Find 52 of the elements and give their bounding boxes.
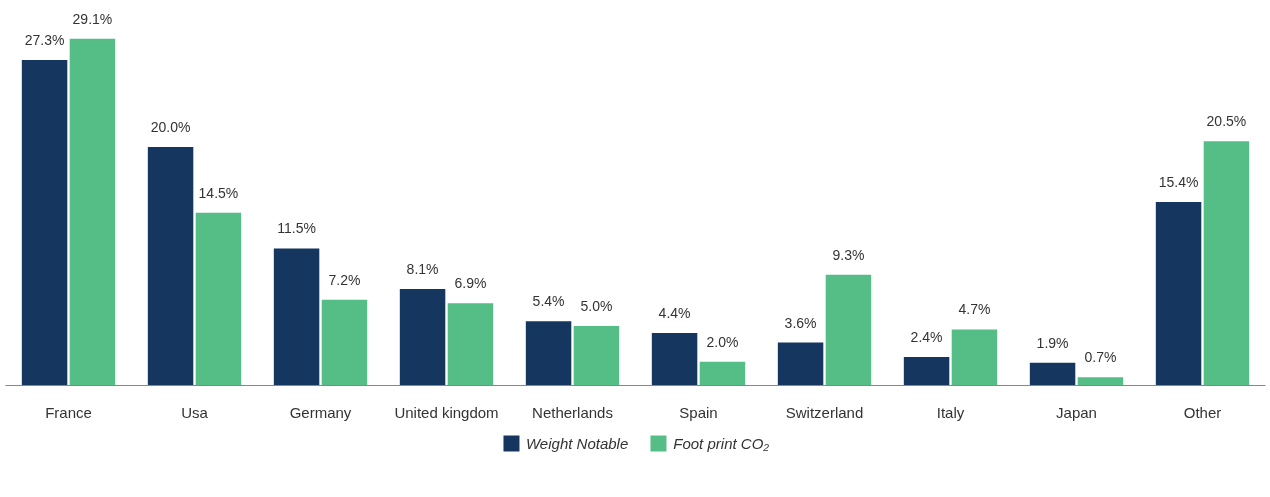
bar [447, 303, 494, 386]
data-label: 5.4% [532, 293, 565, 310]
bar [147, 147, 194, 386]
data-label: 27.3% [24, 32, 65, 49]
data-label: 3.6% [784, 314, 817, 331]
data-label: 0.7% [1084, 349, 1117, 366]
bar [273, 248, 320, 386]
bar [321, 299, 368, 386]
x-tick-label: United kingdom [394, 403, 499, 421]
bar [699, 361, 746, 386]
bar [399, 288, 446, 386]
x-tick-label: Switzerland [785, 403, 864, 421]
bar [951, 329, 998, 386]
data-label: 1.9% [1036, 334, 1069, 351]
data-label: 20.5% [1206, 113, 1247, 130]
x-tick-label: France [45, 403, 92, 421]
bar [825, 274, 872, 386]
data-label: 5.0% [580, 297, 613, 314]
bar [651, 333, 698, 386]
data-label: 6.9% [454, 275, 487, 292]
bar [573, 325, 620, 386]
x-tick-label: Other [1183, 403, 1222, 421]
data-label: 4.4% [658, 305, 691, 322]
data-label: 2.4% [910, 328, 943, 345]
x-tick-label: Japan [1056, 403, 1097, 421]
bar [1029, 362, 1076, 386]
data-label: 8.1% [406, 260, 439, 277]
x-tick-label: Germany [289, 403, 352, 421]
data-label: 14.5% [198, 184, 239, 201]
legend-label: Weight Notable [525, 434, 629, 452]
data-label: 29.1% [72, 10, 113, 27]
bar [69, 38, 116, 386]
bar [1077, 377, 1124, 386]
data-label: 2.0% [706, 333, 739, 350]
bar [195, 212, 242, 386]
data-label: 15.4% [1158, 173, 1199, 190]
x-tick-label: Spain [679, 403, 718, 421]
data-label: 11.5% [277, 220, 316, 237]
data-label: 7.2% [328, 271, 361, 288]
data-label: 20.0% [150, 119, 191, 136]
bar [777, 342, 824, 386]
bar [1155, 201, 1202, 386]
bar [21, 60, 68, 386]
bar [525, 321, 572, 386]
bar [1203, 141, 1250, 386]
x-tick-label: Italy [936, 403, 965, 421]
bar [903, 356, 950, 386]
x-tick-label: Netherlands [532, 403, 613, 421]
legend-label: Foot print CO₂ [673, 434, 770, 452]
data-label: 4.7% [958, 301, 991, 318]
x-tick-label: Usa [181, 403, 209, 421]
data-label: 9.3% [832, 246, 865, 263]
